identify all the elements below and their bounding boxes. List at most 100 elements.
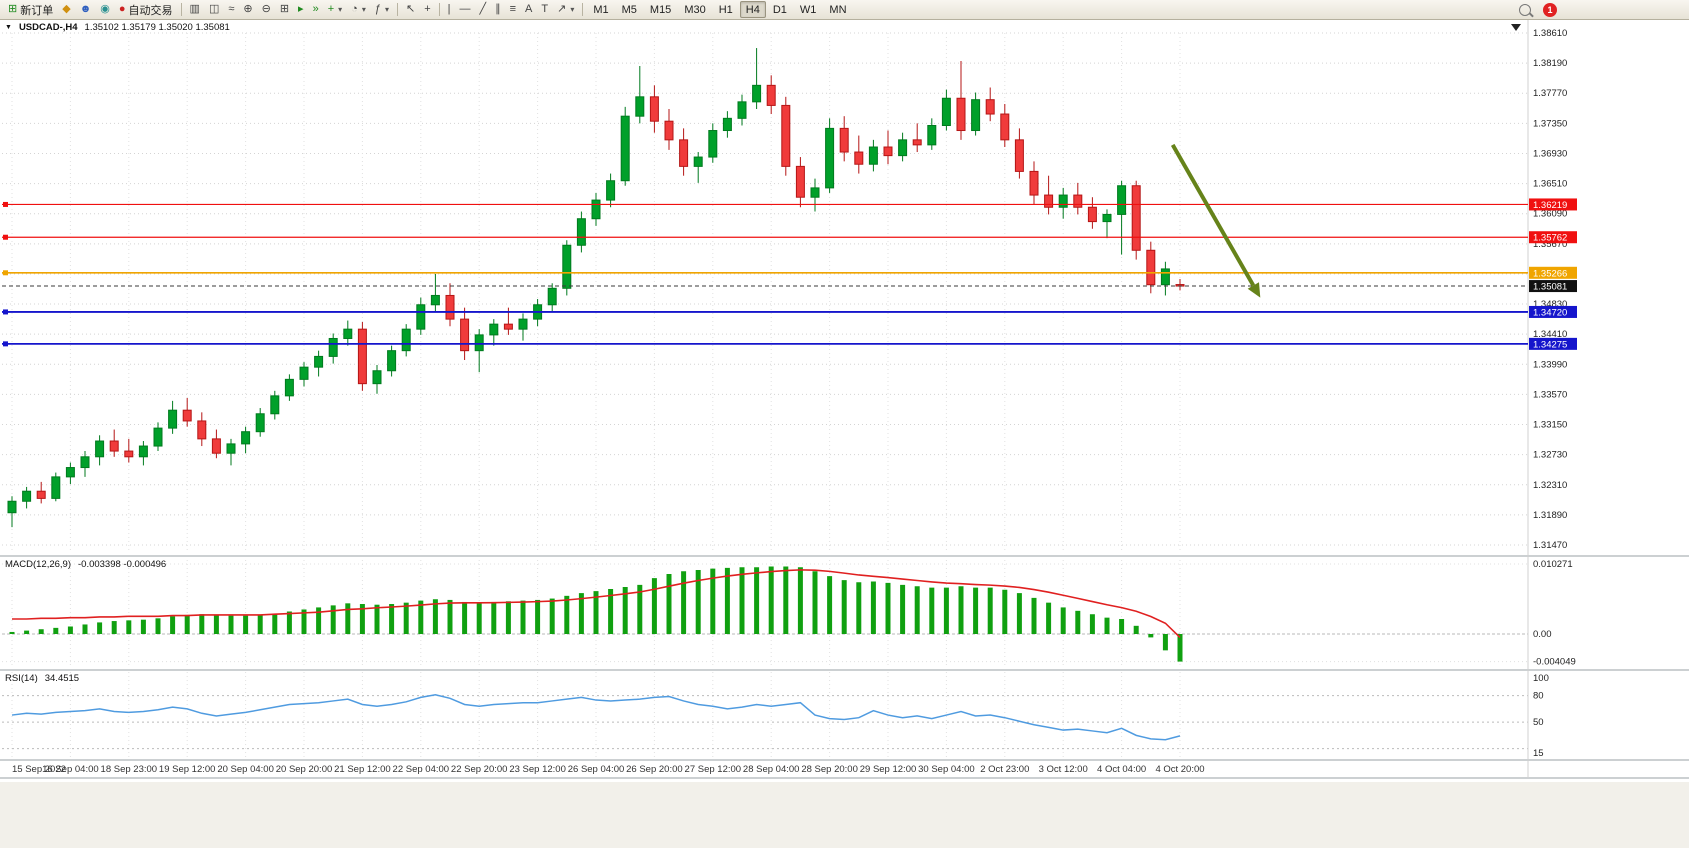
rsi-line [11, 693, 1181, 741]
candle-body [387, 350, 397, 372]
candle-body [606, 180, 616, 201]
candlestick-chart-button[interactable]: ◫ [205, 1, 223, 18]
line-chart-button[interactable]: ≈ [224, 1, 238, 18]
vertical-line-tool-button[interactable]: | [444, 1, 455, 18]
candle-body [241, 431, 251, 445]
notification-badge[interactable]: 1 [1543, 2, 1557, 17]
price-tick-label: 1.37770 [1533, 88, 1567, 99]
zoom-in-button[interactable]: ⊕ [239, 1, 256, 18]
rsi-axis-label: 50 [1533, 717, 1544, 728]
price-tick-label: 1.33570 [1533, 389, 1567, 400]
macd-signal-line [12, 569, 1181, 638]
rsi-axis-label: 100 [1533, 673, 1549, 684]
arrows-tool-button[interactable]: ↗ ▾ [553, 1, 578, 18]
crosshair-tool-button[interactable]: + [420, 1, 434, 18]
timeframe-m15-button[interactable]: M15 [644, 1, 677, 18]
timeframe-mn-button[interactable]: MN [823, 1, 852, 18]
timeframe-w1-button[interactable]: W1 [794, 1, 823, 18]
bar-chart-button[interactable]: ▥ [186, 1, 204, 18]
indicators-button[interactable]: ƒ ▾ [371, 1, 393, 18]
toolbar-right-tools: 1 [1519, 2, 1557, 17]
candle-body [1058, 194, 1068, 208]
cursor-tool-button[interactable]: ↖ [402, 1, 419, 18]
periods-button[interactable]: ◔ ▾ [347, 1, 370, 18]
timeframe-h4-button[interactable]: H4 [739, 1, 766, 18]
candle-body [649, 96, 659, 122]
candle-body [328, 337, 338, 357]
timeframe-h1-button[interactable]: H1 [713, 1, 739, 18]
candle-body [372, 370, 382, 385]
chart-canvas[interactable]: 1.38610 1.38190 1.37770 1.37350 1.36930 1.365… [0, 20, 1689, 782]
price-tick-label: 1.35670 [1533, 239, 1567, 250]
candle-body [1087, 206, 1097, 223]
candle-body [51, 476, 61, 499]
new-order-icon: ⊞ [8, 3, 18, 15]
candle-body [737, 101, 747, 119]
candle-body [109, 440, 119, 452]
metaeditor-button[interactable]: ◆ [58, 1, 74, 18]
timeframe-m1-button[interactable]: M1 [587, 1, 614, 18]
horizontal-line-tool-button[interactable]: ― [455, 1, 474, 18]
profile-button[interactable]: ☻ [76, 1, 96, 18]
text-tool-button[interactable]: A [521, 1, 536, 18]
chart-shift-button[interactable]: » [309, 1, 323, 18]
candle-body [679, 139, 689, 167]
candle-body [197, 420, 207, 440]
search-icon[interactable] [1519, 3, 1531, 16]
autotrading-button[interactable]: ● 自动交易 [115, 1, 177, 18]
candle-body [708, 130, 718, 158]
candle-body [357, 328, 367, 385]
toolbar-separator [180, 3, 182, 16]
candle-body [576, 218, 586, 246]
trendline-tool-button[interactable]: ╱ [475, 1, 490, 18]
price-tick-label: 1.32310 [1533, 480, 1567, 491]
candle-body [503, 323, 513, 330]
chart-title: ▼ USDCAD-,H4 1.35102 1.35179 1.35020 1.3… [5, 22, 230, 33]
candle-body [22, 490, 32, 502]
new-order-button[interactable]: ⊞ 新订单 [4, 1, 57, 18]
rsi-label: RSI(14) [5, 673, 38, 684]
candle-body [825, 127, 835, 189]
timeframe-d1-button[interactable]: D1 [767, 1, 793, 18]
toolbar-separator [396, 3, 398, 16]
candle-body [912, 139, 922, 146]
price-tick-label: 1.32730 [1533, 450, 1567, 461]
price-tick-label: 1.36930 [1533, 148, 1567, 159]
price-line-axis-value: 1.34720 [1533, 307, 1567, 318]
date-tick-label: 16 Sep 04:00 [42, 764, 99, 775]
service-button[interactable]: ◉ [96, 1, 114, 18]
new-chart-button[interactable]: + ▾ [324, 1, 346, 18]
candle-body [1160, 268, 1170, 286]
timeframe-m5-button[interactable]: M5 [616, 1, 643, 18]
date-tick-label: 21 Sep 12:00 [334, 764, 391, 775]
trend-arrow-annotation [1170, 143, 1256, 287]
symbol-period-label: USDCAD-,H4 [18, 22, 78, 33]
collapse-icon[interactable]: ▼ [5, 24, 12, 31]
price-line-handle [3, 201, 8, 207]
candle-body [1146, 249, 1156, 286]
candle-body [620, 115, 630, 182]
channel-tool-button[interactable]: ∥ [491, 1, 505, 18]
price-line-handle [3, 341, 8, 347]
channel-icon: ∥ [495, 3, 501, 15]
price-line-handle [3, 234, 8, 240]
candlestick-chart-icon: ◫ [208, 3, 220, 15]
price-tick-label: 1.34410 [1533, 329, 1567, 340]
candle-body [518, 318, 528, 330]
zoom-out-button[interactable]: ⊖ [258, 1, 275, 18]
price-line-axis-value: 1.34275 [1533, 339, 1567, 350]
autotrading-label: 自动交易 [128, 4, 173, 17]
candle-body [430, 294, 440, 306]
rsi-axis-label: 15 [1533, 748, 1544, 759]
tile-windows-button[interactable]: ⊞ [276, 1, 293, 18]
candle-body [941, 97, 951, 127]
date-tick-label: 19 Sep 12:00 [159, 764, 216, 775]
candle-body [1014, 139, 1024, 172]
timeframe-m30-button[interactable]: M30 [678, 1, 711, 18]
auto-scroll-button[interactable]: ▸ [294, 1, 308, 18]
date-tick-label: 22 Sep 04:00 [393, 764, 450, 775]
rsi-value-label: 34.4515 [44, 673, 80, 684]
fibonacci-tool-button[interactable]: ≡ [506, 1, 520, 18]
date-tick-label: 30 Sep 04:00 [918, 764, 975, 775]
text-label-tool-button[interactable]: T [537, 1, 552, 18]
